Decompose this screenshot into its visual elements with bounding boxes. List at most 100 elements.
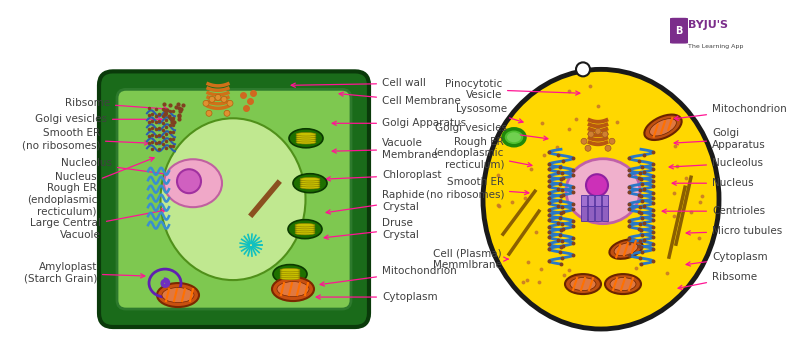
Ellipse shape xyxy=(610,239,642,259)
Text: Pinocytotic
Vesicle: Pinocytotic Vesicle xyxy=(445,78,580,100)
Ellipse shape xyxy=(288,220,322,239)
Text: Nucleus: Nucleus xyxy=(672,178,754,188)
Text: Ribsome: Ribsome xyxy=(678,272,757,290)
Ellipse shape xyxy=(570,278,596,291)
Ellipse shape xyxy=(503,129,525,146)
Text: Mitochondrion: Mitochondrion xyxy=(674,104,786,120)
Circle shape xyxy=(203,100,209,106)
Ellipse shape xyxy=(296,136,316,140)
Ellipse shape xyxy=(296,138,316,142)
Text: Cell Membrane: Cell Membrane xyxy=(339,92,461,106)
Text: Micro tubules: Micro tubules xyxy=(686,226,782,236)
Ellipse shape xyxy=(280,272,300,276)
Text: Centrioles: Centrioles xyxy=(662,206,765,216)
Ellipse shape xyxy=(272,277,314,301)
Bar xyxy=(588,195,594,206)
Bar xyxy=(581,205,587,221)
Circle shape xyxy=(206,110,212,116)
Ellipse shape xyxy=(300,177,320,181)
Text: Nucleolus: Nucleolus xyxy=(61,158,178,177)
Circle shape xyxy=(224,110,230,116)
Circle shape xyxy=(576,62,590,76)
Ellipse shape xyxy=(644,115,682,140)
Circle shape xyxy=(581,138,587,144)
Ellipse shape xyxy=(273,265,307,284)
Bar xyxy=(581,195,587,206)
Circle shape xyxy=(602,131,608,137)
Ellipse shape xyxy=(280,276,300,280)
Circle shape xyxy=(588,131,594,137)
Ellipse shape xyxy=(295,227,315,231)
Text: Ribsome: Ribsome xyxy=(65,98,168,111)
Text: Druse
Crystal: Druse Crystal xyxy=(324,218,419,240)
Text: Smooth ER
(no ribosomes): Smooth ER (no ribosomes) xyxy=(22,129,149,150)
Ellipse shape xyxy=(289,129,323,148)
Ellipse shape xyxy=(277,282,309,297)
Bar xyxy=(595,205,601,221)
Circle shape xyxy=(586,174,608,196)
Text: The Learning App: The Learning App xyxy=(688,44,743,48)
Text: Golgi
Apparatus: Golgi Apparatus xyxy=(674,129,766,150)
Ellipse shape xyxy=(296,140,316,144)
Ellipse shape xyxy=(293,174,327,193)
Text: Mitochondrion: Mitochondrion xyxy=(320,266,457,286)
FancyBboxPatch shape xyxy=(664,1,800,58)
Text: Smooth ER
(no ribosomes): Smooth ER (no ribosomes) xyxy=(426,177,529,199)
Ellipse shape xyxy=(162,287,194,302)
Text: Cytoplasm: Cytoplasm xyxy=(686,252,768,266)
Bar xyxy=(588,205,594,221)
Circle shape xyxy=(605,145,611,151)
Ellipse shape xyxy=(614,243,638,256)
Text: Raphide
Crystal: Raphide Crystal xyxy=(326,190,425,214)
Ellipse shape xyxy=(300,181,320,185)
Circle shape xyxy=(227,100,233,106)
Text: Vacuole
Membrane: Vacuole Membrane xyxy=(332,138,438,160)
Circle shape xyxy=(221,96,227,102)
Ellipse shape xyxy=(280,275,300,278)
Ellipse shape xyxy=(295,223,315,227)
Text: BYJU'S: BYJU'S xyxy=(688,19,728,30)
Bar xyxy=(602,205,608,221)
Text: Large Central
Vacuole: Large Central Vacuole xyxy=(30,209,166,240)
Text: Amyloplast
(Starch Grain): Amyloplast (Starch Grain) xyxy=(24,262,145,284)
Circle shape xyxy=(585,145,591,151)
Ellipse shape xyxy=(161,118,306,280)
Ellipse shape xyxy=(566,159,640,224)
Text: Cell (Plasma)
Memmlbrane: Cell (Plasma) Memmlbrane xyxy=(433,248,508,270)
Text: B: B xyxy=(675,26,682,36)
Text: Golgi vesicles: Golgi vesicles xyxy=(35,114,162,124)
Text: Lysosome: Lysosome xyxy=(456,104,523,123)
Circle shape xyxy=(209,96,215,102)
Bar xyxy=(595,195,601,206)
Text: Nucleus
Rough ER
(endoplasmic
recticulum): Nucleus Rough ER (endoplasmic recticulum… xyxy=(26,158,154,217)
Ellipse shape xyxy=(483,69,719,329)
Text: Animal Cell: Animal Cell xyxy=(416,19,609,48)
Text: Cytoplasm: Cytoplasm xyxy=(316,292,438,302)
Circle shape xyxy=(215,94,221,100)
Ellipse shape xyxy=(295,225,315,229)
Ellipse shape xyxy=(280,270,300,274)
Ellipse shape xyxy=(157,283,199,307)
Text: Plant Cell: Plant Cell xyxy=(16,19,180,48)
Ellipse shape xyxy=(605,274,641,294)
FancyBboxPatch shape xyxy=(117,89,351,309)
Circle shape xyxy=(177,169,201,193)
FancyBboxPatch shape xyxy=(670,18,688,44)
Ellipse shape xyxy=(565,274,601,294)
Ellipse shape xyxy=(300,183,320,187)
Ellipse shape xyxy=(295,229,315,233)
Ellipse shape xyxy=(295,232,315,235)
Circle shape xyxy=(595,128,601,134)
Ellipse shape xyxy=(164,159,222,207)
Bar xyxy=(602,195,608,206)
FancyBboxPatch shape xyxy=(99,71,369,327)
Ellipse shape xyxy=(300,179,320,183)
Text: Golgi vesicles: Golgi vesicles xyxy=(435,123,548,140)
Ellipse shape xyxy=(507,132,521,142)
Circle shape xyxy=(609,138,615,144)
Ellipse shape xyxy=(610,278,636,291)
Ellipse shape xyxy=(280,268,300,272)
Ellipse shape xyxy=(300,186,320,189)
Text: Golgi Apparatus: Golgi Apparatus xyxy=(332,118,466,128)
Ellipse shape xyxy=(650,119,676,136)
